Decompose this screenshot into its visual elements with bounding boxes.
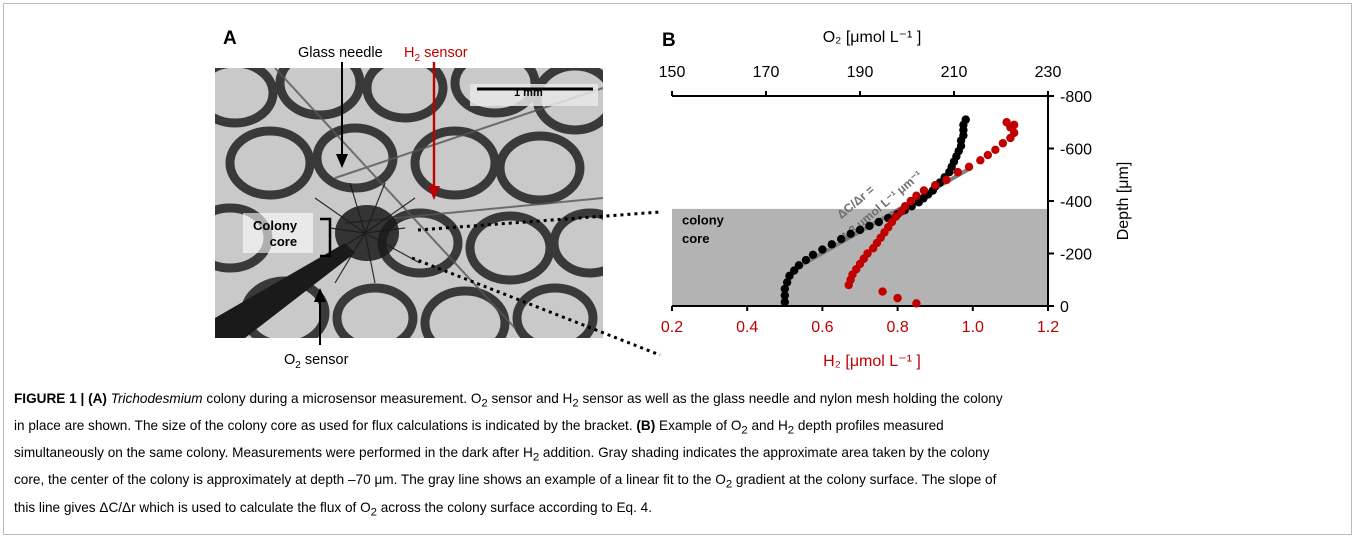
o2-data-point: [961, 115, 970, 124]
h2-data-point: [906, 196, 915, 206]
bottom-tick-label: 0.4: [736, 319, 758, 336]
o2-data-point: [837, 234, 846, 244]
top-tick-label: 190: [847, 64, 874, 81]
figure-frame: [3, 3, 1352, 535]
h2-data-point: [893, 293, 902, 303]
caption-line-2: in place are shown. The size of the colo…: [14, 418, 944, 437]
o2-data-point: [818, 245, 827, 254]
o2-data-point: [794, 261, 804, 270]
bottom-axis-label: H₂ [μmol L⁻¹ ]: [823, 353, 921, 370]
mesh-image: [215, 68, 603, 338]
bottom-tick-label: 1.0: [962, 319, 984, 336]
o2-data-point: [780, 297, 789, 307]
h2-data-point: [878, 287, 887, 296]
h2-data-point: [919, 186, 929, 195]
depth-profile-chart: B O₂ [μmol L⁻¹ ] colony core 150 170 190 210 2…: [659, 29, 1132, 370]
o2-data-point: [827, 240, 836, 249]
h2-data-point: [912, 299, 921, 308]
glass-needle-label: Glass needle: [298, 45, 383, 61]
microscope-photo: [215, 68, 603, 338]
scale-bar-label: 1 mm: [514, 87, 543, 99]
bottom-tick-label: 0.2: [661, 319, 683, 336]
right-axis-label: Depth [μm]: [1115, 162, 1132, 241]
bottom-tick-label: 1.2: [1037, 319, 1059, 336]
h2-data-point: [891, 212, 900, 221]
right-tick-label: -800: [1060, 89, 1092, 106]
h2-data-point: [912, 191, 921, 200]
h2-sensor-label: H2 sensor: [404, 45, 468, 64]
o2-data-point: [801, 255, 811, 265]
o2-data-point: [874, 217, 883, 227]
o2-data-point: [782, 278, 792, 287]
top-tick-label: 230: [1035, 64, 1062, 81]
caption-line-4: core, the center of the colony is approx…: [14, 472, 997, 492]
top-axis-label: O₂ [μmol L⁻¹ ]: [823, 29, 922, 46]
right-tick-label: -400: [1060, 194, 1092, 211]
h2-data-point: [976, 156, 985, 165]
h2-data-point: [863, 249, 872, 258]
h2-data-point: [1009, 120, 1019, 130]
bottom-tick-label: 0.8: [886, 319, 908, 336]
h2-data-point: [931, 181, 940, 190]
colony-core-label: Colony core: [253, 218, 298, 249]
panel-a-letter: A: [223, 28, 237, 49]
h2-data-point: [953, 167, 962, 177]
panel-b-letter: B: [662, 30, 676, 51]
top-tick-label: 170: [753, 64, 780, 81]
o2-data-point: [846, 229, 855, 239]
o2-data-point: [855, 225, 865, 235]
shading-label: core: [682, 231, 709, 246]
h2-data-point: [991, 145, 1000, 155]
top-tick-label: 210: [941, 64, 968, 81]
o2-data-point: [780, 291, 789, 300]
o2-sensor-label: O2 sensor: [284, 352, 349, 371]
h2-data-point: [983, 150, 993, 160]
figure-caption: FIGURE 1 | (A) Trichodesmium colony duri…: [14, 388, 1342, 524]
o2-data-point: [865, 221, 874, 231]
bottom-tick-label: 0.6: [811, 319, 833, 336]
h2-data-point: [942, 175, 951, 185]
o2-data-point: [780, 284, 789, 294]
o2-data-point: [808, 250, 818, 260]
caption-line-5: this line gives ΔC/Δr which is used to c…: [14, 499, 653, 519]
h2-data-point: [998, 139, 1008, 148]
caption-line-3: simultaneously on the same colony. Measu…: [14, 445, 990, 464]
right-tick-label: -200: [1060, 247, 1092, 264]
h2-data-point: [1002, 118, 1011, 127]
right-tick-label: -600: [1060, 142, 1092, 159]
h2-data-point: [900, 202, 910, 211]
shading-label: colony: [682, 213, 725, 228]
caption-line-1: FIGURE 1 | (A) Trichodesmium colony duri…: [14, 391, 1003, 410]
top-tick-label: 150: [659, 64, 686, 81]
right-tick-label: 0: [1060, 299, 1069, 316]
h2-data-point: [964, 162, 974, 172]
